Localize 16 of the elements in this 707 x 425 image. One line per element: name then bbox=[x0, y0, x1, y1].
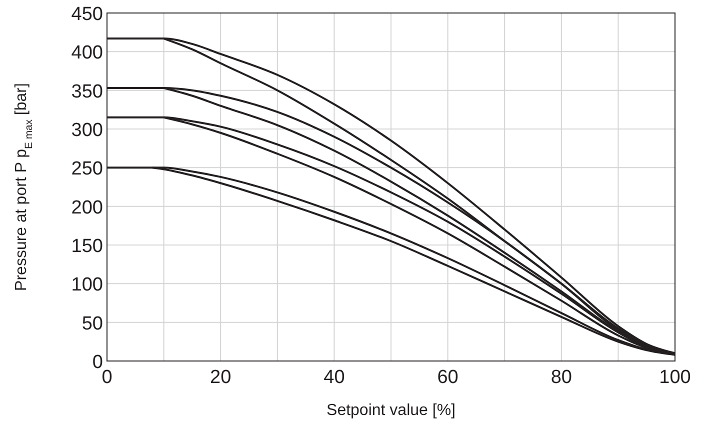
y-tick-label: 400 bbox=[71, 42, 103, 64]
x-tick-label: 100 bbox=[659, 367, 691, 388]
x-tick-label: 80 bbox=[550, 367, 572, 388]
y-tick-label: 450 bbox=[71, 4, 103, 25]
y-tick-label: 200 bbox=[71, 197, 103, 218]
y-tick-label: 250 bbox=[71, 158, 103, 180]
x-tick-label: 60 bbox=[437, 367, 458, 388]
y-tick-label: 350 bbox=[71, 81, 103, 102]
x-tick-label: 40 bbox=[324, 367, 345, 388]
y-tick-label: 100 bbox=[71, 274, 103, 296]
y-tick-label: 0 bbox=[92, 352, 103, 373]
x-axis-title: Setpoint value [%] bbox=[326, 402, 456, 419]
y-tick-label: 300 bbox=[71, 120, 103, 141]
y-tick-label: 150 bbox=[71, 236, 103, 257]
x-tick-label: 20 bbox=[210, 367, 232, 388]
y-tick-label: 50 bbox=[82, 313, 103, 334]
